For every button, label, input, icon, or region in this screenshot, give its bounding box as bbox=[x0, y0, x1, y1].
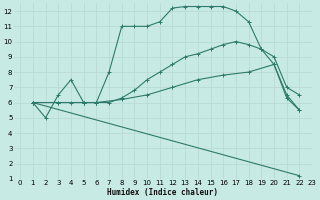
X-axis label: Humidex (Indice chaleur): Humidex (Indice chaleur) bbox=[108, 188, 219, 197]
